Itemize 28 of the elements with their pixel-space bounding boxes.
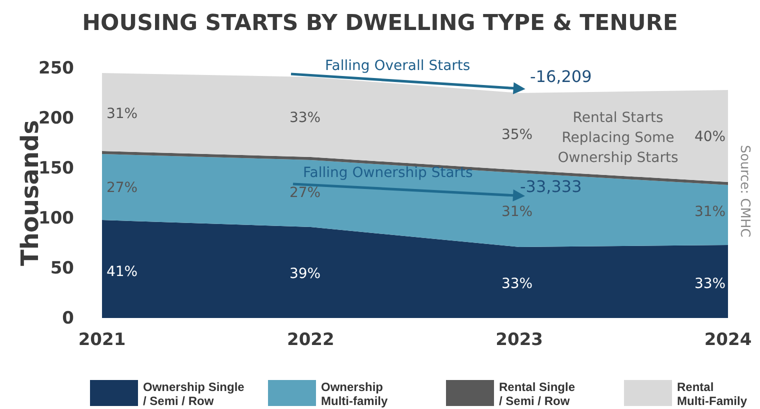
y-tick-label: 0 [62, 308, 74, 328]
y-tick-label: 200 [38, 108, 74, 128]
legend-label: Ownership Multi-family [321, 380, 388, 408]
y-tick-label: 250 [38, 58, 74, 78]
annotation: 40% [694, 129, 726, 145]
y-tick-label: 150 [38, 158, 74, 178]
annotation: -33,333 [520, 177, 582, 196]
annotation: 27% [289, 185, 321, 201]
annotation: Rental Starts Replacing Some Ownership Starts [558, 110, 678, 166]
legend-label: Rental Multi-Family [677, 380, 748, 408]
source-note: Source: CMHC [737, 145, 752, 238]
annotation: 31% [694, 204, 726, 220]
annotation: Falling Overall Starts [325, 58, 470, 74]
x-tick-label: 2022 [287, 330, 334, 350]
x-tick-label: 2023 [496, 330, 543, 350]
y-tick-label: 50 [50, 258, 74, 278]
annotation: 33% [289, 110, 321, 126]
annotation: 35% [501, 127, 533, 143]
x-tick-label: 2021 [78, 330, 126, 350]
annotation: 31% [106, 106, 138, 122]
annotation: Falling Ownership Starts [303, 165, 473, 181]
legend-label: Rental Single / Semi / Row [499, 380, 576, 408]
legend-label: Ownership Single / Semi / Row [143, 380, 245, 408]
chart-title: HOUSING STARTS BY DWELLING TYPE & TENURE [82, 11, 678, 36]
x-tick-label: 2024 [704, 330, 752, 350]
annotation: 27% [106, 180, 138, 196]
annotation: -16,209 [530, 67, 592, 86]
annotation: 31% [501, 204, 533, 220]
